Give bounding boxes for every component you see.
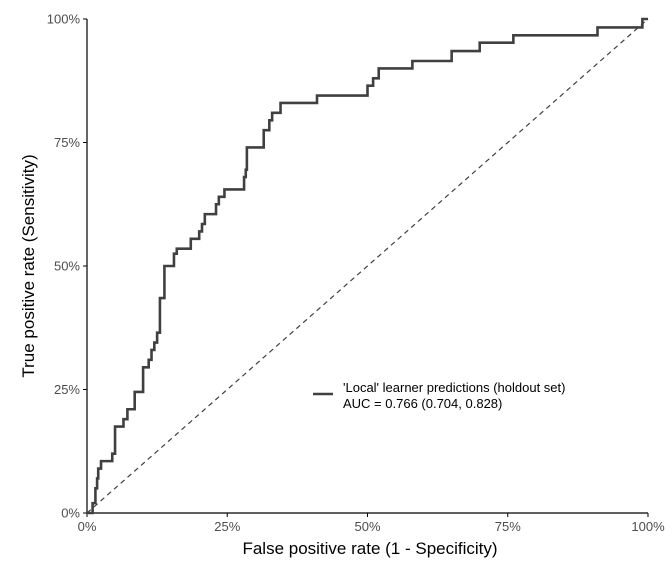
x-tick-label: 0%	[78, 519, 97, 534]
legend-series-label: 'Local' learner predictions (holdout set…	[343, 380, 565, 395]
axes: 0% 25% 50% 75% 100% 0% 25% 50% 75% 100%	[47, 12, 665, 535]
y-axis-title: True positive rate (Sensitivity)	[19, 154, 38, 377]
y-ticks: 0% 25% 50% 75% 100%	[47, 12, 87, 521]
legend-auc-label: AUC = 0.766 (0.704, 0.828)	[343, 396, 502, 411]
y-tick-label: 75%	[54, 135, 80, 150]
roc-curve-line	[87, 17, 648, 515]
legend: 'Local' learner predictions (holdout set…	[313, 380, 565, 411]
y-tick-label: 0%	[61, 506, 80, 521]
x-tick-label: 75%	[495, 519, 521, 534]
x-ticks: 0% 25% 50% 75% 100%	[78, 513, 665, 534]
x-tick-label: 100%	[631, 519, 665, 534]
y-tick-label: 100%	[47, 12, 81, 27]
reference-diagonal-line	[86, 18, 649, 514]
y-tick-label: 50%	[54, 259, 80, 274]
x-axis-title: False positive rate (1 - Specificity)	[242, 539, 497, 558]
y-tick-label: 25%	[54, 382, 80, 397]
x-tick-label: 25%	[214, 519, 240, 534]
x-tick-label: 50%	[354, 519, 380, 534]
